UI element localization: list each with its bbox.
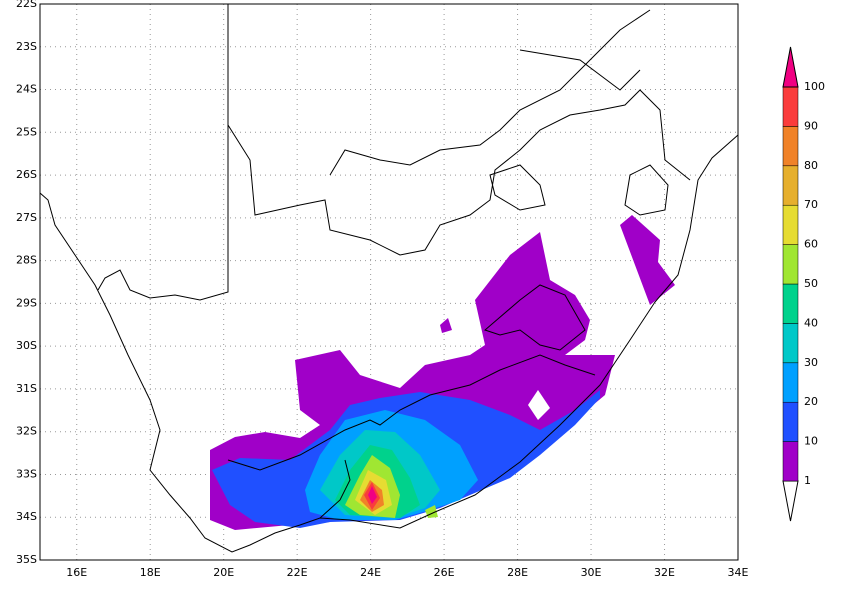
lat-label: 30S	[16, 339, 37, 352]
lon-label: 24E	[360, 566, 381, 579]
colorbar-label: 1	[804, 474, 811, 487]
lat-label: 24S	[16, 83, 37, 96]
colorbar-label: 90	[804, 119, 818, 132]
axis-labels: 16E 18E 20E 22E 24E 26E 28E 30E 32E 34E 22S 23S 24S 2…	[16, 0, 749, 579]
lat-label: 29S	[16, 296, 37, 309]
colorbar-box	[782, 362, 799, 403]
colorbar-label: 80	[804, 159, 818, 172]
colorbar-box	[782, 165, 799, 206]
colorbar-box	[782, 283, 799, 324]
colorbar-label: 20	[804, 395, 818, 408]
lon-label: 26E	[434, 566, 455, 579]
colorbar-box	[782, 323, 799, 364]
lat-label: 26S	[16, 168, 37, 181]
colorbar-box	[782, 244, 799, 285]
colorbar-label: 50	[804, 277, 818, 290]
lon-label: 16E	[66, 566, 87, 579]
colorbar-label: 40	[804, 316, 818, 329]
colorbar-box	[782, 441, 799, 482]
lon-label: 18E	[140, 566, 161, 579]
colorbar-over	[782, 46, 799, 88]
lat-label: 32S	[16, 425, 37, 438]
lon-label: 20E	[213, 566, 234, 579]
colorbar-label: 70	[804, 198, 818, 211]
colorbar-label: 100	[804, 80, 825, 93]
lat-label: 31S	[16, 382, 37, 395]
colorbar-box	[782, 126, 799, 167]
colorbar-label: 10	[804, 435, 818, 448]
shading	[210, 215, 675, 530]
lon-label: 32E	[654, 566, 675, 579]
colorbar-label: 60	[804, 238, 818, 251]
plot-frame	[39, 3, 739, 561]
colorbar-under	[782, 480, 799, 522]
colorbar-box	[782, 204, 799, 245]
coastline	[39, 134, 739, 553]
lat-label: 27S	[16, 211, 37, 224]
colorbar-box	[782, 401, 799, 442]
lon-label: 34E	[728, 566, 749, 579]
lat-label: 35S	[16, 553, 37, 566]
lon-label: 22E	[287, 566, 308, 579]
colorbar: 1 10 20 30 40 50 60 70 80 90 100	[782, 46, 825, 522]
lat-label: 23S	[16, 40, 37, 53]
shade-100	[368, 486, 377, 504]
colorbar-box	[782, 86, 799, 127]
lat-label: 25S	[16, 125, 37, 138]
boundaries	[39, 4, 739, 553]
lat-label: 28S	[16, 254, 37, 267]
lon-label: 30E	[581, 566, 602, 579]
lat-label: 22S	[16, 0, 37, 10]
lat-label: 33S	[16, 467, 37, 480]
colorbar-label: 30	[804, 356, 818, 369]
shade-hole	[528, 390, 550, 420]
lat-label: 34S	[16, 510, 37, 523]
lon-label: 28E	[507, 566, 528, 579]
country-borders	[97, 4, 691, 519]
